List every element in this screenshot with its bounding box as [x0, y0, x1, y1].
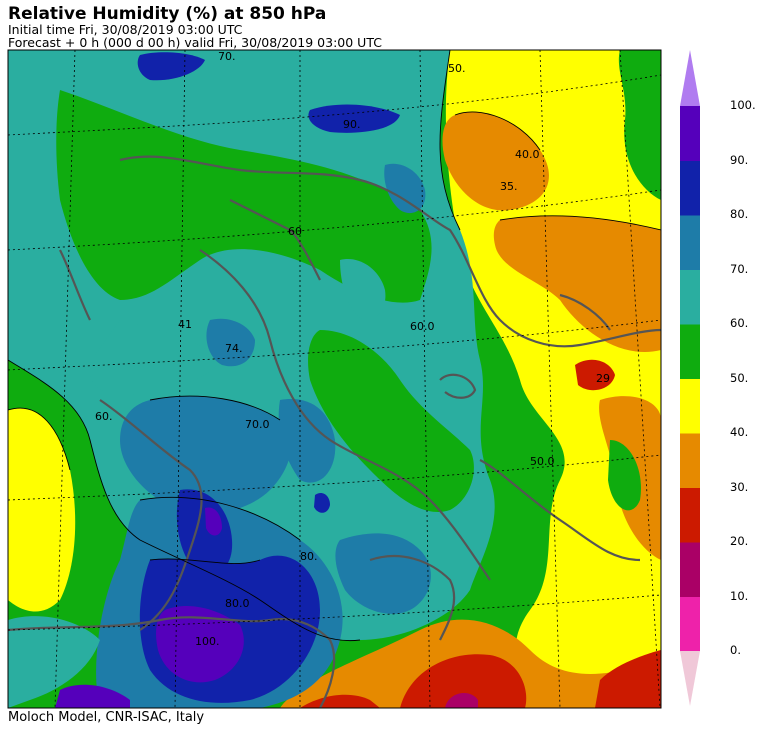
colorbar-label: 0.: [730, 643, 741, 657]
colorbar-band: [680, 542, 700, 597]
contour-label: 50.: [448, 62, 466, 75]
region-30-40-north: [442, 111, 549, 211]
colorbar-label: 60.: [730, 316, 749, 330]
forecast-valid-time: Forecast + 0 h (000 d 00 h) valid Fri, 3…: [8, 35, 382, 50]
contour-lines: [8, 50, 661, 642]
colorbar-label: 70.: [730, 261, 749, 276]
colorbar-band: [680, 215, 700, 270]
contour-label: 90.: [343, 118, 361, 131]
colorbar-band: [680, 378, 700, 434]
contour-label: 60.0: [410, 320, 435, 333]
region-10-20-south: [445, 693, 478, 708]
contour-label: 50.0: [530, 455, 555, 468]
region-60-70-west: [89, 320, 221, 396]
colorbar-band: [680, 106, 700, 161]
region-20-30-south: [400, 654, 527, 708]
region-90-100-spot: [205, 507, 222, 536]
colorbar-band: [680, 160, 700, 216]
region-40-50-east: [445, 50, 661, 708]
region-50-60-north: [56, 90, 432, 303]
contour-label: 70.0: [245, 418, 270, 431]
region-50-60-central: [308, 330, 474, 512]
region-60-70-southwest: [8, 616, 100, 708]
region-80-90-northcentral: [308, 104, 400, 133]
contour-label: 70.: [218, 50, 236, 63]
colorbar-band: [680, 487, 700, 543]
region-20-30-southeast: [595, 650, 661, 708]
contour-label: 35.: [500, 180, 518, 193]
colorbar-label: 90.: [730, 152, 749, 167]
colorbar-label: 80.: [730, 207, 749, 221]
colorbar-label: 100.: [730, 98, 756, 112]
colorbar-label: 30.: [730, 479, 749, 494]
contour-label: 80.0: [225, 597, 250, 610]
region-20-30-east: [575, 359, 615, 391]
colorbar-label: 40.: [730, 425, 749, 439]
colorbar: [680, 50, 700, 706]
region-60-70-inner: [340, 259, 386, 320]
colorbar-label: 50.: [730, 370, 749, 385]
region-80-90-north: [137, 52, 205, 81]
contour-label: 74.: [225, 342, 243, 355]
region-70-80-southeast: [335, 533, 431, 614]
contour-label: 41: [178, 318, 192, 331]
contour-label: 100.: [195, 635, 220, 648]
initial-time: Initial time Fri, 30/08/2019 03:00 UTC: [8, 22, 243, 37]
colorbar-under-arrow: [680, 651, 700, 706]
contour-value-labels: 90. 70. 60 50. 40.0 35. 60.0 74. 70.0 41…: [95, 50, 610, 648]
map-field: 90. 70. 60 50. 40.0 35. 60.0 74. 70.0 41…: [8, 50, 661, 708]
region-70-80-center: [278, 399, 336, 483]
map-frame: [7, 49, 662, 709]
region-70-80-west: [120, 396, 291, 514]
contour-label: 60: [288, 225, 302, 238]
region-50-60-northeast: [618, 50, 661, 200]
contour-label: 60.: [95, 410, 113, 423]
region-40-50-west: [8, 408, 76, 612]
colorbar-over-arrow: [680, 50, 700, 106]
contour-label: 40.0: [515, 148, 540, 161]
region-80-90-spot: [314, 493, 330, 513]
region-30-40-central: [493, 215, 661, 352]
colorbar-band: [680, 269, 700, 325]
region-80-90-west: [176, 489, 233, 574]
colorbar-band: [680, 433, 700, 488]
region-20-30-south-west: [300, 694, 380, 708]
model-credit: Moloch Model, CNR-ISAC, Italy: [8, 710, 205, 725]
map-title: Relative Humidity (%) at 850 hPa: [8, 4, 327, 24]
contour-label: 29: [596, 372, 610, 385]
colorbar-label: 10.: [730, 588, 749, 603]
region-90-100-south: [156, 605, 244, 683]
region-50-60-southeast: [608, 440, 641, 511]
region-90-100-southwest: [55, 684, 130, 708]
region-70-80-north: [384, 163, 426, 214]
contour-label: 80.: [300, 550, 318, 563]
colorbar-band: [680, 596, 700, 652]
colorbar-label: 20.: [730, 534, 749, 548]
region-70-80-small: [206, 318, 255, 367]
coastlines: [8, 155, 661, 708]
colorbar-band: [680, 324, 700, 379]
